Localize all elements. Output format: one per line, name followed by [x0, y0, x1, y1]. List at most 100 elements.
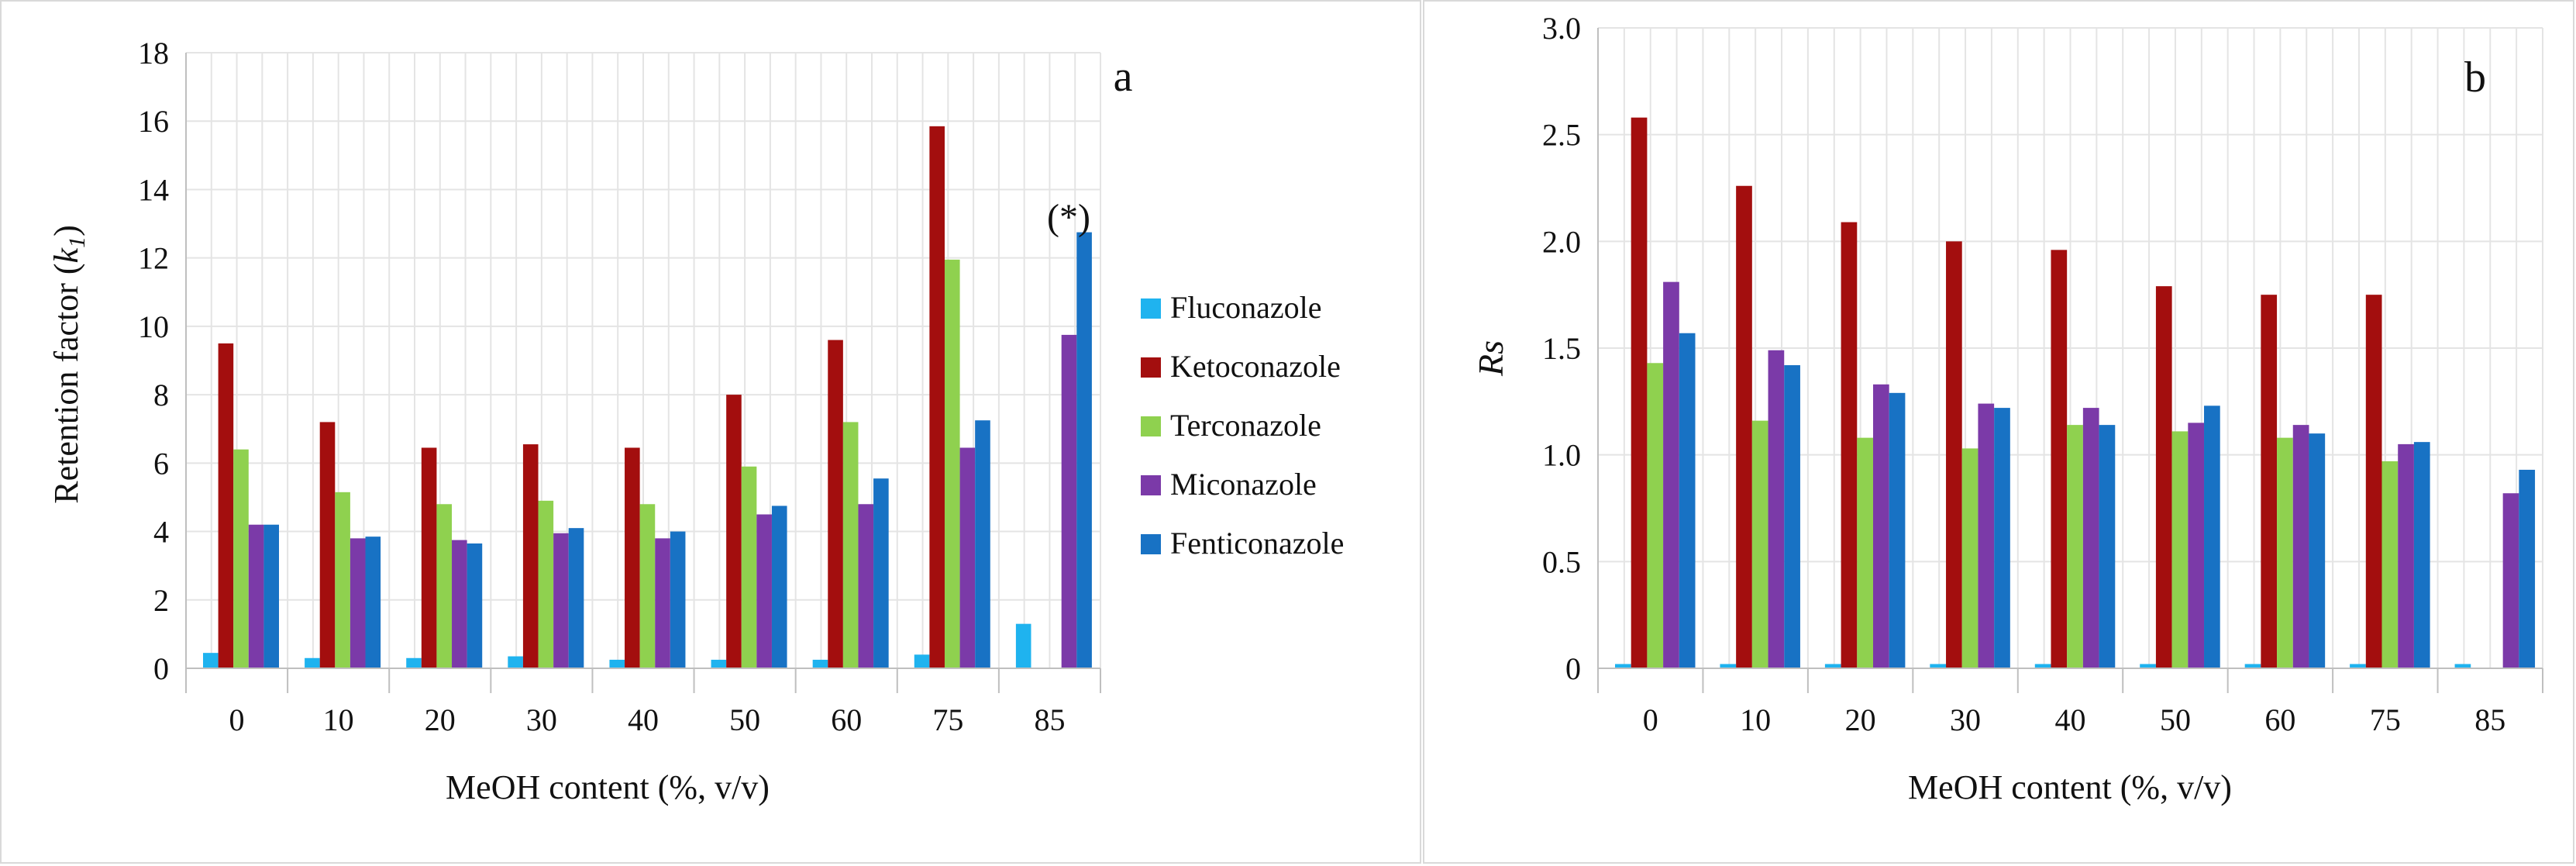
chart-a-panel-label: a [1114, 53, 1133, 101]
b-bar-miconazole-85 [2502, 493, 2519, 668]
a-bar-ketoconazole-30 [522, 444, 539, 668]
a-x-tick-label: 40 [628, 702, 659, 737]
a-bar-ketoconazole-50 [726, 395, 742, 668]
a-bar-terconazole-10 [335, 492, 350, 668]
a-bar-fenticonazole-85 [1076, 232, 1092, 668]
b-bar-ketoconazole-40 [2051, 250, 2068, 668]
a-bar-fluconazole-0 [203, 653, 219, 668]
a-bar-fluconazole-75 [914, 654, 930, 668]
a-x-tick-label: 0 [229, 702, 245, 737]
a-bar-miconazole-30 [553, 533, 569, 668]
b-bar-miconazole-75 [2398, 443, 2414, 668]
chart-b-x-axis-label: MeOH content (%, v/v) [1908, 768, 2232, 806]
b-x-tick-label: 50 [2160, 702, 2191, 737]
a-bar-fluconazole-60 [812, 659, 828, 668]
b-x-tick-label: 20 [1845, 702, 1876, 737]
a-y-tick-label: 18 [138, 36, 169, 71]
a-y-tick-label: 16 [138, 104, 169, 139]
b-bar-fenticonazole-30 [1994, 408, 2010, 668]
a-bar-fenticonazole-0 [263, 524, 279, 668]
b-bar-miconazole-50 [2188, 423, 2205, 668]
a-bar-fenticonazole-20 [467, 543, 483, 668]
b-y-tick-label: 3.0 [1542, 11, 1581, 46]
a-bar-fenticonazole-75 [975, 420, 990, 668]
a-bar-ketoconazole-75 [929, 126, 945, 669]
a-bar-fluconazole-10 [305, 657, 320, 668]
b-bar-ketoconazole-60 [2261, 295, 2278, 668]
a-x-tick-label: 85 [1034, 702, 1065, 737]
b-bar-terconazole-40 [2067, 425, 2083, 668]
chart-a-x-axis-label: MeOH content (%, v/v) [446, 768, 770, 806]
chart-a-y-tick-labels: 0 2 4 6 8 10 12 14 16 18 [138, 36, 169, 686]
a-x-tick-label: 20 [425, 702, 456, 737]
b-bar-miconazole-0 [1663, 281, 1679, 668]
b-bar-terconazole-20 [1857, 437, 1873, 668]
a-x-tick-label: 10 [323, 702, 354, 737]
a-bar-fluconazole-40 [609, 659, 625, 668]
b-bar-ketoconazole-75 [2365, 295, 2382, 668]
b-y-tick-label: 2.5 [1542, 118, 1581, 153]
b-y-tick-label: 0.5 [1542, 544, 1581, 579]
legend-label-terconazole: Terconazole [1170, 408, 1321, 443]
b-bar-ketoconazole-20 [1841, 222, 1858, 668]
b-y-tick-label: 1.5 [1542, 331, 1581, 366]
b-bar-fenticonazole-10 [1784, 365, 1800, 668]
chart-b-y-tick-labels: 0 0.5 1.0 1.5 2.0 2.5 3.0 [1542, 11, 1581, 686]
a-x-tick-label: 60 [831, 702, 862, 737]
b-y-tick-label: 1.0 [1542, 438, 1581, 473]
b-bar-fenticonazole-20 [1889, 392, 1906, 668]
a-y-tick-label: 6 [153, 446, 169, 481]
legend-label-fenticonazole: Fenticonazole [1170, 526, 1344, 561]
b-x-tick-label: 85 [2474, 702, 2505, 737]
b-x-tick-label: 0 [1643, 702, 1658, 737]
chart-b-y-axis-label: Rs [1471, 340, 1510, 377]
chart-b-x-tick-labels: 0 10 20 30 40 50 60 75 85 [1643, 702, 2506, 737]
b-bar-fluconazole-40 [2034, 664, 2051, 668]
a-bar-ketoconazole-60 [828, 340, 843, 668]
a-x-tick-label: 75 [932, 702, 963, 737]
b-bar-fenticonazole-85 [2519, 469, 2536, 668]
a-bar-terconazole-50 [741, 466, 757, 668]
b-bar-miconazole-10 [1768, 350, 1785, 668]
b-x-tick-label: 75 [2370, 702, 2401, 737]
a-bar-terconazole-20 [436, 504, 453, 668]
b-x-tick-label: 30 [1950, 702, 1981, 737]
chart-b-bars [1615, 117, 2536, 668]
a-y-tick-label: 2 [153, 583, 169, 618]
a-y-tick-label: 12 [138, 241, 169, 276]
a-bar-fenticonazole-60 [873, 478, 889, 668]
chart-a-y-axis-label: Retention factor (k1) [47, 225, 90, 504]
legend-label-fluconazole: Fluconazole [1170, 290, 1322, 325]
b-bar-fluconazole-0 [1615, 664, 1631, 668]
a-bar-ketoconazole-20 [421, 447, 437, 668]
chart-b-resolution: 00.51.01.52.02.53.0 0 10 20 30 40 50 60 75 85 b … [1423, 0, 2574, 864]
a-bar-fenticonazole-10 [365, 537, 381, 668]
b-bar-ketoconazole-0 [1631, 117, 1648, 668]
a-bar-miconazole-0 [248, 524, 264, 668]
a-bar-fenticonazole-40 [670, 531, 686, 668]
a-bar-ketoconazole-10 [319, 422, 336, 668]
a-bar-miconazole-85 [1061, 334, 1077, 668]
a-y-tick-label: 10 [138, 309, 169, 344]
chart-a-legend: Fluconazole Ketoconazole Terconazole Micona… [1141, 290, 1344, 561]
a-bar-miconazole-10 [350, 538, 366, 668]
b-bar-fenticonazole-40 [2099, 425, 2116, 668]
chart-b-frame [1423, 0, 2574, 864]
b-bar-terconazole-10 [1751, 420, 1768, 668]
legend-label-miconazole: Miconazole [1170, 467, 1317, 502]
b-bar-fluconazole-75 [2350, 664, 2366, 668]
b-bar-fenticonazole-60 [2309, 433, 2326, 668]
chart-a-frame [0, 0, 1421, 864]
a-bar-miconazole-20 [452, 540, 467, 668]
a-bar-fluconazole-30 [508, 656, 523, 668]
legend-swatch-terconazole [1141, 416, 1161, 436]
a-bar-terconazole-0 [233, 449, 249, 668]
a-bar-terconazole-40 [639, 504, 656, 668]
b-bar-miconazole-40 [2082, 408, 2099, 668]
a-bar-fenticonazole-30 [568, 528, 584, 668]
legend-swatch-fenticonazole [1141, 534, 1161, 554]
a-bar-terconazole-30 [538, 500, 554, 668]
a-bar-fenticonazole-50 [771, 505, 787, 668]
a-bar-terconazole-60 [842, 422, 859, 668]
chart-b-axes [1597, 28, 2543, 693]
